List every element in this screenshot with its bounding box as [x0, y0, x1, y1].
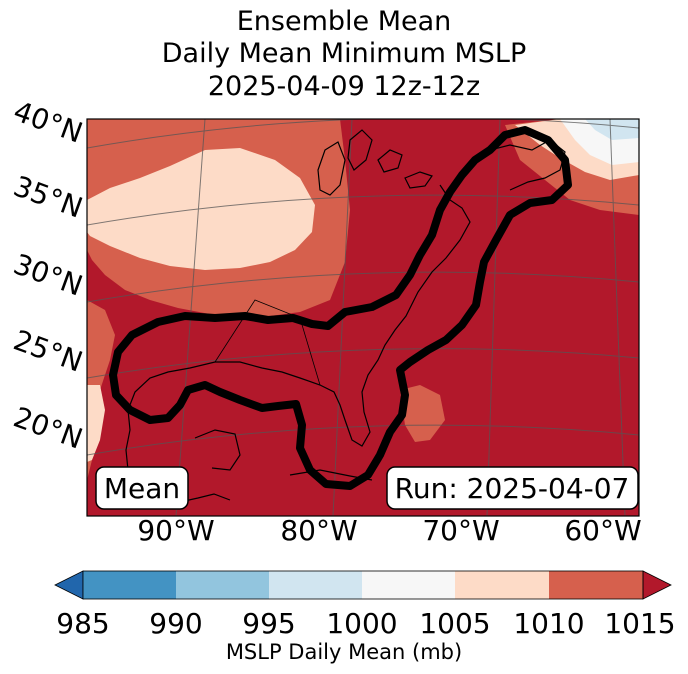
mean-label-box: Mean — [95, 466, 189, 510]
colorbar-tick: 1000 — [326, 607, 397, 640]
great-lakes — [347, 129, 373, 171]
title-line-2: Daily Mean Minimum MSLP — [161, 38, 527, 69]
colorbar-tick: 1005 — [419, 607, 490, 640]
colorbar-segment — [549, 571, 643, 599]
colorbar-extend-low — [54, 570, 84, 600]
title-line-1: Ensemble Mean — [236, 6, 452, 37]
field-1010-1015 — [87, 119, 135, 200]
field-1010-1015 — [400, 385, 445, 442]
latitude-labels: 40°N 35°N 30°N 25°N 20°N — [9, 94, 87, 455]
lat-label: 20°N — [9, 400, 87, 455]
colorbar-title: MSLP Daily Mean (mb) — [225, 640, 463, 664]
colorbar-tick: 1015 — [604, 607, 675, 640]
colorbar-tick: 990 — [149, 607, 202, 640]
lon-label: 80°W — [280, 514, 357, 547]
parallel-25n — [87, 348, 639, 379]
meridian-60w — [609, 119, 626, 516]
lat-label: 40°N — [9, 94, 87, 149]
east-coast — [125, 184, 471, 503]
lon-label: 60°W — [564, 514, 641, 547]
great-lakes — [317, 141, 346, 196]
lat-label: 25°N — [9, 323, 87, 378]
lat-label: 30°N — [9, 247, 87, 302]
ensemble-contour — [109, 126, 572, 490]
parallel-40n — [87, 119, 639, 149]
lon-label: 90°W — [137, 514, 214, 547]
meridian-70w — [486, 119, 501, 516]
run-label: Run: 2025-04-07 — [395, 472, 630, 505]
colorbar-tick: 995 — [242, 607, 295, 640]
lon-label: 70°W — [422, 514, 499, 547]
colorbar-segment — [362, 571, 455, 599]
yucatan — [194, 429, 241, 471]
colorbar-tick: 985 — [56, 607, 109, 640]
colorbar-segment — [83, 571, 176, 599]
graticule — [87, 119, 639, 516]
parallel-20n — [87, 424, 639, 456]
colorbar-extend-high — [642, 570, 672, 600]
mean-label: Mean — [104, 472, 180, 505]
title-line-3: 2025-04-09 12z-12z — [207, 71, 481, 102]
state-borders — [214, 299, 321, 386]
longitude-labels: 90°W 80°W 70°W 60°W — [137, 514, 641, 547]
run-label-box: Run: 2025-04-07 — [386, 466, 639, 510]
colorbar-segment — [455, 571, 549, 599]
map-frame — [86, 118, 640, 517]
parallel-35n — [87, 194, 639, 226]
field-1010-1015 — [87, 300, 115, 480]
great-lakes — [404, 171, 433, 189]
lat-label: 35°N — [9, 169, 87, 224]
field-1005-1010 — [87, 385, 105, 462]
great-lakes — [377, 149, 403, 173]
colorbar-segment — [176, 571, 269, 599]
colorbar-segment — [269, 571, 362, 599]
pressure-field — [87, 119, 639, 516]
colorbar: 985 990 995 1000 1005 1010 1015 — [54, 570, 676, 640]
colorbar-tick: 1010 — [513, 607, 584, 640]
parallel-30n — [87, 271, 639, 303]
